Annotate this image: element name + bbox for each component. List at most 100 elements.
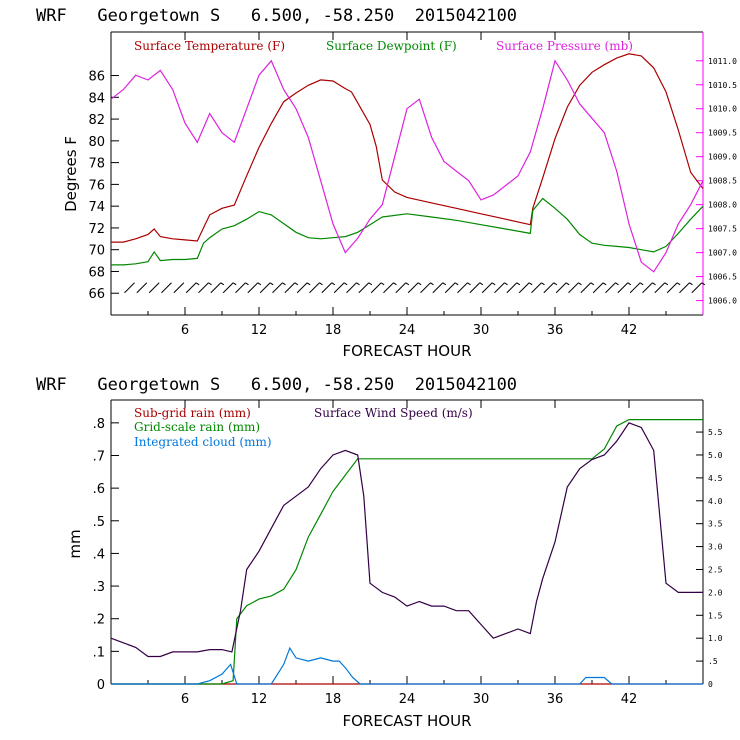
right-y-tick-label: 1009.0 (708, 153, 737, 162)
chart-1-xlabel: FORECAST HOUR (342, 342, 471, 360)
wind-barb-flag (405, 282, 410, 286)
wind-barb (691, 282, 703, 294)
x-tick-label: 24 (399, 323, 416, 338)
wind-barb (247, 282, 259, 294)
wind-barb (666, 282, 678, 294)
legend-sub-grid-rain: Sub-grid rain (mm) (134, 406, 251, 420)
x-tick-label: 12 (251, 323, 268, 338)
right-y-tick-label: 3.0 (708, 543, 723, 552)
wind-barb (457, 282, 468, 294)
wind-barb-flag (590, 282, 595, 286)
wind-barb (198, 282, 209, 294)
wind-barb-flag (541, 282, 545, 286)
wind-barb (124, 282, 135, 294)
x-tick-label: 30 (473, 692, 490, 707)
y-tick-label: 84 (88, 91, 105, 106)
y-tick-label: .6 (93, 482, 105, 497)
wind-barb-flag (442, 282, 447, 286)
wind-barb-flag (479, 282, 484, 286)
y-tick-label: 72 (88, 222, 105, 237)
right-y-tick-label: 0 (708, 680, 713, 689)
right-y-tick-label: 1010.0 (708, 105, 737, 114)
wind-barb-flag (701, 282, 706, 286)
wind-barb-flag (331, 282, 336, 286)
wind-barb (617, 282, 629, 294)
wind-barb (210, 282, 222, 294)
x-tick-label: 12 (251, 692, 268, 707)
wind-barb (284, 282, 296, 294)
wind-barb (629, 282, 641, 294)
right-y-tick-label: 1007.0 (708, 249, 737, 258)
wind-barb (432, 282, 444, 294)
right-y-tick-label: 1006.0 (708, 297, 737, 306)
wind-barb (531, 282, 542, 294)
wind-barb (580, 282, 592, 294)
series-line-grid-scale-rain-mm (111, 419, 703, 685)
x-tick-label: 30 (473, 323, 490, 338)
wind-barb-flag (319, 282, 323, 286)
y-tick-label: 0 (97, 678, 105, 693)
y-tick-label: 66 (88, 287, 105, 302)
x-tick-label: 36 (547, 323, 564, 338)
right-y-tick-label: 1008.0 (708, 201, 737, 210)
y-tick-label: 68 (88, 265, 105, 280)
chart-1-plot: 6 12 18 24 30 36 42 66 68 70 72 74 76 78 80 82 84 86 1006.… (88, 31, 737, 338)
wind-barb-flag (208, 282, 212, 286)
wind-barb (321, 282, 333, 294)
right-y-tick-label: 5.0 (708, 451, 723, 460)
y-tick-label: .1 (93, 645, 105, 660)
wind-barb-flag (491, 282, 496, 286)
wind-barb (383, 282, 394, 294)
wind-barb-flag (269, 282, 274, 286)
wind-barb (136, 282, 148, 294)
series-line-surface-dewpoint-f (111, 197, 704, 266)
wind-barb (259, 282, 271, 294)
series-line-integrated-cloud-mm (111, 646, 703, 685)
wind-barb-flag (664, 282, 669, 286)
wind-barb (148, 282, 160, 294)
wind-barb-flag (257, 282, 262, 286)
wind-barb (642, 282, 653, 294)
y-tick-label: .4 (93, 547, 105, 562)
wind-barb (358, 282, 370, 294)
wind-barb (395, 282, 407, 294)
wind-barb-flag (689, 282, 693, 286)
right-y-tick-label: 1010.5 (708, 81, 737, 90)
wind-barb (605, 282, 616, 294)
wind-barb (469, 282, 481, 294)
wind-barb-flag (639, 282, 644, 286)
right-y-tick-label: 1007.5 (708, 225, 737, 234)
wind-barb (481, 282, 493, 294)
right-y-tick-label: 1009.5 (708, 129, 737, 138)
wind-barb-flag (294, 282, 299, 286)
legend-surface-pressure: Surface Pressure (mb) (496, 39, 633, 53)
right-y-tick-label: 4.5 (708, 474, 723, 483)
wind-barb (346, 282, 357, 294)
y-tick-label: .3 (93, 580, 105, 595)
y-tick-label: 86 (88, 70, 105, 85)
wind-barb (555, 282, 567, 294)
y-tick-label: .7 (93, 449, 105, 464)
wind-barb-flag (454, 282, 459, 286)
wind-barb-flag (504, 282, 508, 286)
wind-barb (185, 282, 197, 294)
wind-barb (444, 282, 456, 294)
right-y-tick-label: 1.5 (708, 611, 723, 620)
wind-barb-flag (652, 282, 656, 286)
y-tick-label: .5 (93, 515, 105, 530)
wind-barb (494, 282, 505, 294)
wind-barb-flag (195, 282, 200, 286)
x-tick-label: 6 (181, 692, 189, 707)
wind-barb-flag (232, 282, 237, 286)
chart-2-title: WRF Georgetown S 6.500, -58.250 20150421… (36, 375, 517, 395)
wind-barb (333, 282, 345, 294)
wind-barb-flag (627, 282, 632, 286)
series-line-surface-wind-speed-m-s (110, 422, 703, 658)
y-tick-label: .2 (93, 613, 105, 628)
right-y-tick-label: 1011.0 (708, 57, 737, 66)
wind-barb-flag (676, 282, 681, 286)
chart-2-plot: 6 12 18 24 30 36 42 0 .1 .2 .3 .4 .5 .6 .7 .8 0 .5 1.0 1.5 2… (93, 399, 723, 707)
wind-barb-flag (602, 282, 607, 286)
wind-barb-flag (356, 282, 360, 286)
